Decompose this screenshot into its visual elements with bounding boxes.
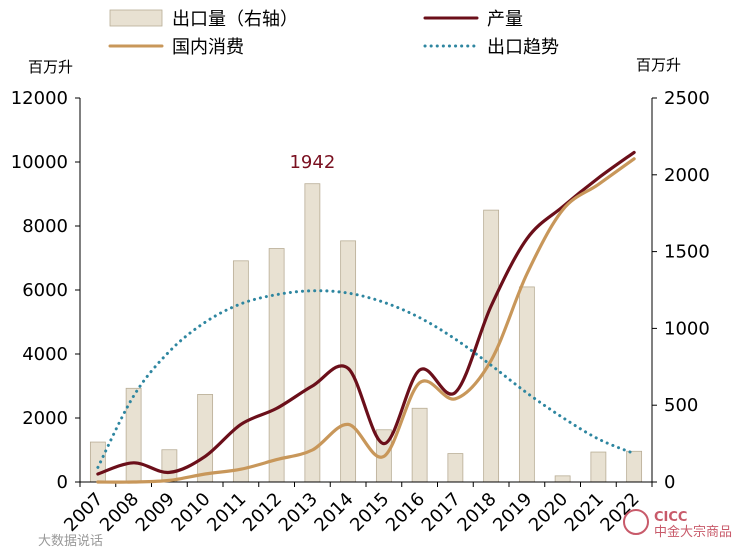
bar-2012 bbox=[268, 248, 285, 483]
x-tick-label: 2019 bbox=[489, 489, 536, 536]
left-tick-label: 6000 bbox=[22, 280, 68, 301]
annotations: 1942 bbox=[289, 152, 335, 173]
annotation-label: 1942 bbox=[289, 152, 335, 173]
x-tick-label: 2016 bbox=[382, 489, 429, 536]
x-tick-label: 2012 bbox=[239, 489, 286, 536]
right-tick-label: 2000 bbox=[664, 165, 710, 186]
right-tick-label: 2500 bbox=[664, 88, 710, 109]
legend-label: 出口趋势 bbox=[487, 37, 559, 58]
x-tick-label: 2022 bbox=[596, 489, 643, 536]
x-tick-label: 2007 bbox=[60, 489, 107, 536]
left-axis-unit: 百万升 bbox=[28, 58, 73, 76]
left-tick-label: 12000 bbox=[11, 88, 68, 109]
x-tick-label: 2017 bbox=[418, 489, 465, 536]
bar-2021 bbox=[590, 451, 607, 483]
left-tick-label: 10000 bbox=[11, 152, 68, 173]
bar-2007 bbox=[89, 441, 106, 483]
bar-2022 bbox=[626, 450, 643, 483]
legend-label: 产量 bbox=[487, 9, 523, 30]
bar-2017 bbox=[447, 453, 464, 483]
series-line-出口趋势 bbox=[96, 289, 636, 469]
series-line-国内消费 bbox=[96, 157, 636, 484]
watermarks: 大数据说话 CICC 中金大宗商品 bbox=[38, 509, 732, 549]
legend-label: 出口量（右轴） bbox=[172, 9, 298, 30]
x-tick-label: 2020 bbox=[525, 489, 572, 536]
x-tick-label: 2018 bbox=[453, 489, 500, 536]
x-tick-label: 2014 bbox=[310, 489, 357, 536]
watermark-brand: CICC bbox=[654, 510, 687, 525]
bar-2016 bbox=[411, 407, 428, 483]
x-tick-label: 2010 bbox=[167, 489, 214, 536]
cicc-logo-icon bbox=[623, 509, 649, 535]
export-bars bbox=[89, 183, 643, 483]
bar-2013 bbox=[304, 183, 321, 483]
right-tick-label: 1500 bbox=[664, 242, 710, 263]
left-tick-label: 0 bbox=[57, 472, 68, 493]
bar-2014 bbox=[340, 240, 357, 483]
axes bbox=[75, 97, 657, 487]
legend-label: 国内消费 bbox=[172, 37, 244, 58]
watermark-left: 大数据说话 bbox=[38, 534, 103, 549]
line-series bbox=[96, 150, 636, 484]
bar-2009 bbox=[161, 449, 178, 483]
bar-2010 bbox=[197, 394, 214, 483]
x-tick-label: 2021 bbox=[561, 489, 608, 536]
right-axis-unit: 百万升 bbox=[636, 56, 681, 74]
x-tick-label: 2009 bbox=[132, 489, 179, 536]
right-tick-label: 1000 bbox=[664, 318, 710, 339]
left-tick-label: 2000 bbox=[22, 408, 68, 429]
x-tick-label: 2015 bbox=[346, 489, 393, 536]
bar-2020 bbox=[554, 475, 571, 483]
right-tick-label: 500 bbox=[664, 395, 698, 416]
right-tick-label: 0 bbox=[664, 472, 675, 493]
bar-2019 bbox=[518, 286, 535, 483]
x-tick-label: 2008 bbox=[96, 489, 143, 536]
left-tick-label: 4000 bbox=[22, 344, 68, 365]
bar-2008 bbox=[125, 387, 142, 483]
left-tick-label: 8000 bbox=[22, 216, 68, 237]
bar-2011 bbox=[232, 260, 249, 483]
watermark-brand-sub: 中金大宗商品 bbox=[654, 524, 732, 540]
series-line-产量 bbox=[96, 150, 636, 476]
legend-swatch-bar bbox=[109, 9, 163, 27]
x-tick-label: 2011 bbox=[203, 489, 250, 536]
x-tick-label: 2013 bbox=[275, 489, 322, 536]
